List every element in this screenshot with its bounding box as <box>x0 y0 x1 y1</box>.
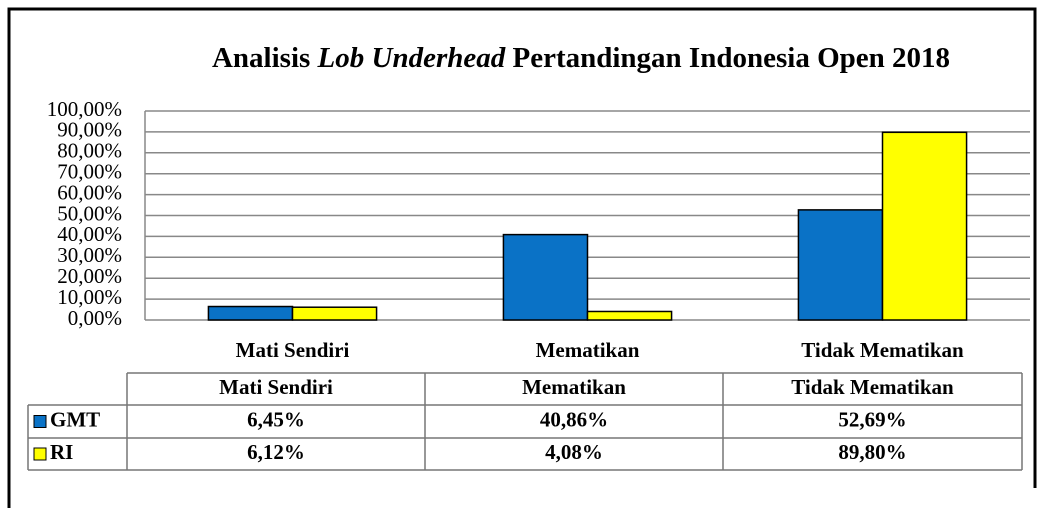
bar <box>586 310 673 321</box>
y-tick-label: 0,00% <box>68 306 122 330</box>
y-tick-label: 100,00% <box>47 97 122 121</box>
bar <box>881 131 968 321</box>
bar <box>502 233 589 321</box>
chart-title: Analisis Lob Underhead Pertandingan Indo… <box>212 42 950 74</box>
data-label: 89,80% <box>838 440 906 464</box>
table-header: Tidak Mematikan <box>791 375 954 399</box>
bar <box>207 305 294 321</box>
legend-key <box>33 447 47 461</box>
data-label: 6,45% <box>247 407 305 431</box>
legend-label: GMT <box>50 407 100 431</box>
y-tick-label: 30,00% <box>57 243 122 267</box>
y-tick-label: 80,00% <box>57 139 122 163</box>
x-tick-label: Mati Sendiri <box>236 338 350 362</box>
legend-key <box>33 415 47 428</box>
frame <box>7 7 1037 508</box>
x-tick-label: Mematikan <box>536 338 640 362</box>
x-tick-label: Tidak Mematikan <box>801 338 964 362</box>
table-header: Mati Sendiri <box>219 375 333 399</box>
y-tick-label: 20,00% <box>57 264 122 288</box>
bar <box>797 209 884 321</box>
bar <box>291 306 378 321</box>
data-label: 40,86% <box>540 407 608 431</box>
legend-label: RI <box>50 440 73 464</box>
y-tick-label: 90,00% <box>57 118 122 142</box>
y-tick-label: 60,00% <box>57 180 122 204</box>
y-tick-label: 40,00% <box>57 222 122 246</box>
data-label: 4,08% <box>545 440 603 464</box>
table-header: Mematikan <box>522 375 626 399</box>
data-label: 52,69% <box>838 407 906 431</box>
y-tick-label: 10,00% <box>57 285 122 309</box>
y-tick-label: 50,00% <box>57 201 122 225</box>
table-grid <box>27 372 1023 471</box>
data-label: 6,12% <box>247 440 305 464</box>
y-tick-label: 70,00% <box>57 160 122 184</box>
